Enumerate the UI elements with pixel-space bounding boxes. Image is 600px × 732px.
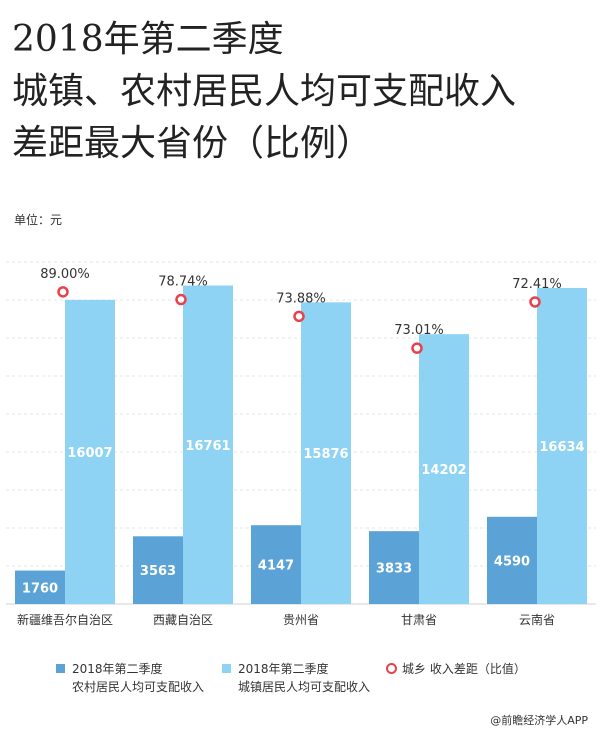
legend-rural-swatch [56,664,65,673]
legend-ratio-label: 城乡 收入差距（比值） [402,662,526,676]
legend-rural-line1: 2018年第二季度 [72,662,163,676]
unit-label: 单位：元 [14,213,63,227]
data-label-rural: 4590 [494,554,530,569]
data-label-urban: 15876 [303,447,348,462]
data-label-urban: 16761 [185,439,230,454]
ratio-marker [293,310,305,323]
bar-rural [15,570,65,604]
title-line-3: 差距最大省份（比例） [12,123,373,164]
ratio-marker [175,293,187,306]
category-label: 贵州省 [283,613,319,627]
data-label-urban: 16634 [539,440,584,455]
bar-chart: 1760 16007 89.00% 新疆维吾尔自治区 3563 16761 78.74% 西藏… [6,261,596,627]
ratio-marker [57,286,69,298]
ratio-label: 73.01% [394,323,444,338]
bar-urban [537,287,587,604]
title-line-2: 城镇、农村居民人均可支配收入 [12,71,517,112]
legend-urban-line2: 城镇居民人均可支配收入 [238,680,371,694]
ratio-label: 89.00% [40,267,90,282]
legend-urban-line1: 2018年第二季度 [238,662,329,676]
bar-rural [369,531,419,604]
bar-rural [251,525,301,604]
title-line-1: 2018年第二季度 [12,19,284,60]
legend-rural-line2: 农村居民人均可支配收入 [72,680,205,694]
data-label-rural: 4147 [258,559,294,574]
ratio-label: 73.88% [276,291,326,306]
bar-rural [487,516,537,604]
bar-urban [301,302,351,604]
ratio-marker [411,342,423,354]
ratio-label: 72.41% [512,277,562,292]
category-label: 云南省 [519,612,555,627]
bar-urban [65,299,115,604]
bar-rural [133,536,183,604]
ratio-label: 78.74% [158,275,208,290]
ratio-marker [529,296,541,308]
category-label: 新疆维吾尔自治区 [17,612,113,627]
data-label-rural: 3833 [376,562,412,577]
category-label: 甘肃省 [401,613,437,627]
bar-urban [183,285,233,604]
bar-urban [419,334,469,604]
data-label-rural: 3563 [140,564,176,579]
legend-urban-swatch [222,664,231,673]
data-label-rural: 1760 [22,581,58,596]
legend-ratio-marker [386,663,397,674]
data-label-urban: 14202 [421,463,466,478]
chart-title: 2018年第二季度 城镇、农村居民人均可支配收入 差距最大省份（比例） [12,14,516,170]
category-label: 西藏自治区 [153,613,213,627]
data-label-urban: 16007 [67,446,112,461]
source-credit: @前瞻经济学人APP [490,714,588,727]
